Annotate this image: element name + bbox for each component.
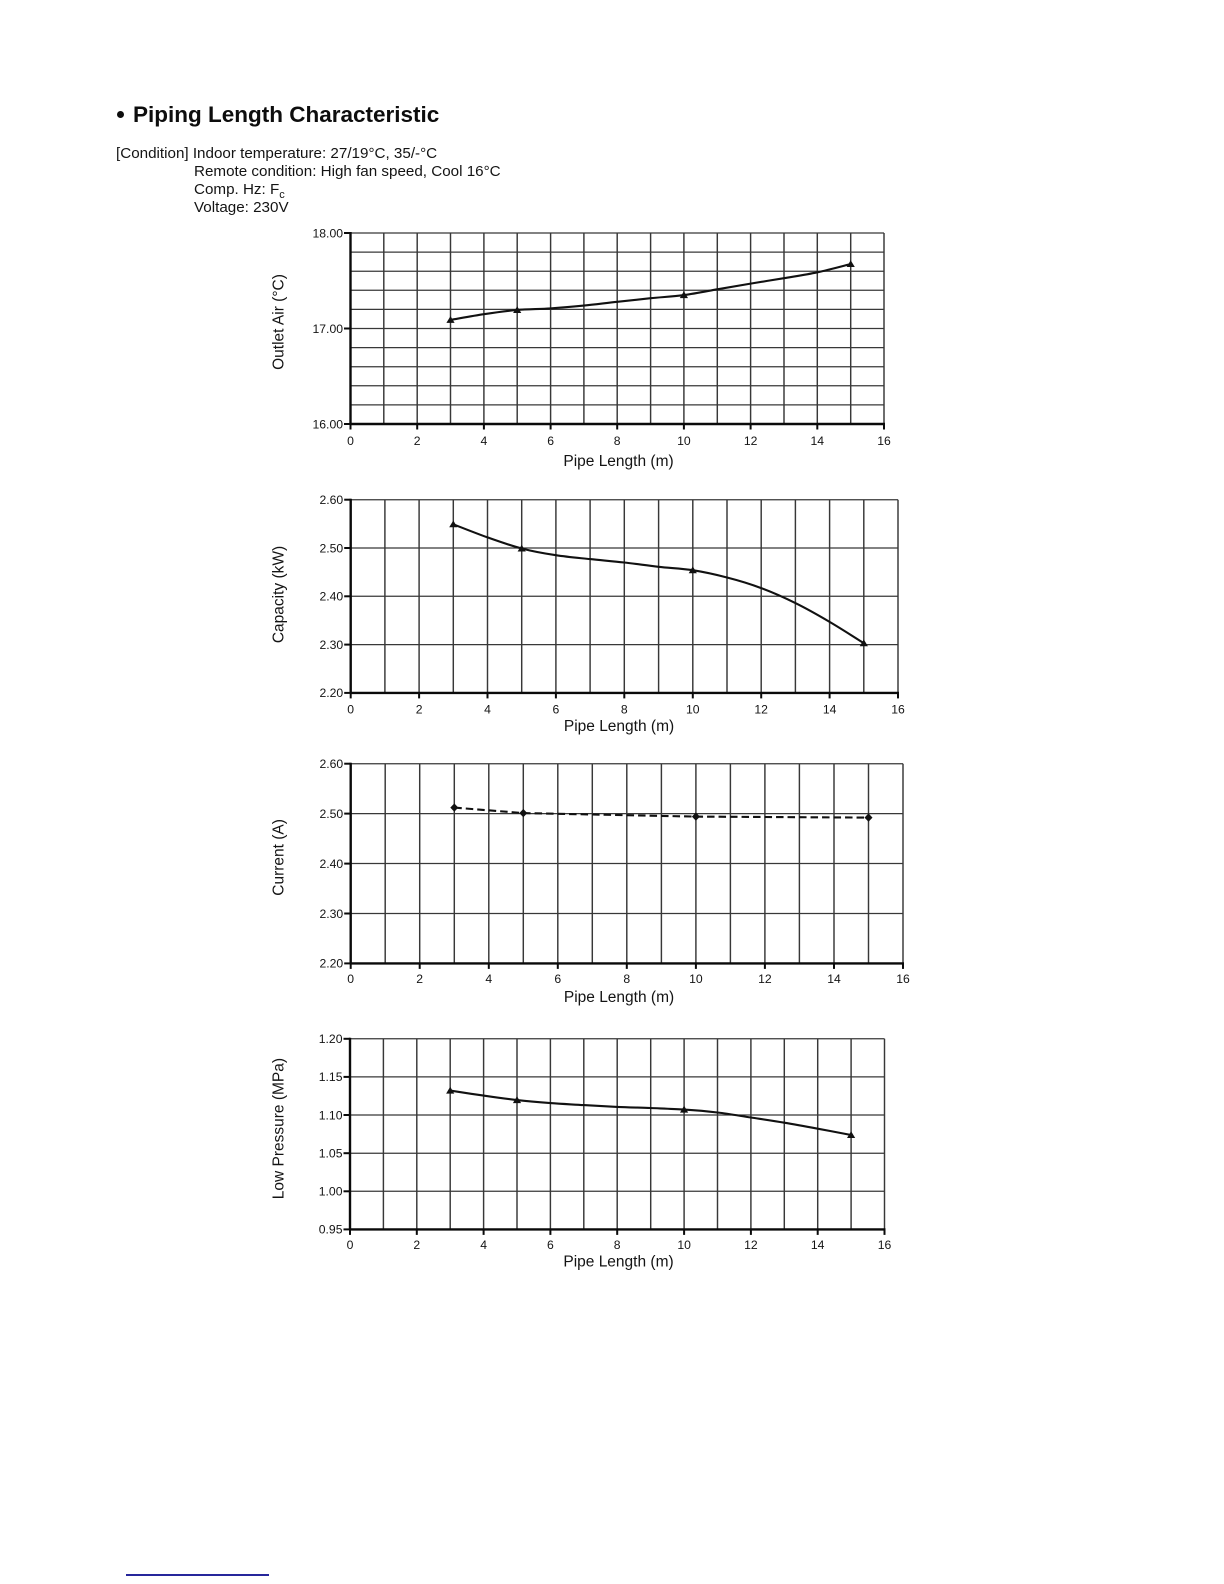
svg-text:17.00: 17.00 (313, 322, 344, 336)
svg-text:2.40: 2.40 (319, 857, 343, 871)
svg-text:Pipe Length (m): Pipe Length (m) (563, 453, 673, 470)
svg-text:Low Pressure (MPa): Low Pressure (MPa) (271, 1058, 288, 1199)
svg-text:14: 14 (827, 972, 841, 986)
svg-text:16: 16 (896, 972, 910, 986)
svg-text:2.30: 2.30 (319, 638, 343, 652)
svg-text:12: 12 (758, 972, 772, 986)
svg-text:2: 2 (416, 972, 423, 986)
svg-text:2: 2 (416, 702, 423, 716)
svg-text:0.95: 0.95 (319, 1223, 343, 1237)
svg-text:16: 16 (891, 702, 905, 716)
svg-text:14: 14 (823, 702, 837, 716)
svg-text:1.05: 1.05 (319, 1147, 343, 1161)
svg-text:16: 16 (877, 434, 891, 448)
svg-text:12: 12 (744, 1238, 758, 1252)
svg-text:Capacity (kW): Capacity (kW) (271, 546, 288, 643)
svg-text:2.60: 2.60 (319, 757, 343, 771)
svg-text:2.50: 2.50 (319, 807, 343, 821)
svg-text:0: 0 (347, 434, 354, 448)
svg-text:6: 6 (547, 1238, 554, 1252)
svg-text:4: 4 (480, 1238, 487, 1252)
svg-text:2: 2 (414, 434, 421, 448)
svg-text:0: 0 (347, 972, 354, 986)
svg-text:12: 12 (744, 434, 758, 448)
svg-text:2.60: 2.60 (319, 493, 343, 507)
svg-text:6: 6 (547, 434, 554, 448)
svg-text:1.20: 1.20 (319, 1032, 343, 1046)
svg-text:10: 10 (686, 702, 700, 716)
svg-text:8: 8 (621, 702, 628, 716)
svg-text:Pipe Length (m): Pipe Length (m) (564, 989, 674, 1006)
svg-text:2.30: 2.30 (319, 907, 343, 921)
svg-text:Outlet Air (°C): Outlet Air (°C) (271, 274, 288, 370)
svg-text:6: 6 (553, 702, 560, 716)
svg-text:0: 0 (347, 1238, 354, 1252)
svg-text:8: 8 (614, 434, 621, 448)
svg-text:10: 10 (677, 434, 691, 448)
svg-text:0: 0 (347, 702, 354, 716)
svg-text:4: 4 (484, 702, 491, 716)
svg-text:8: 8 (623, 972, 630, 986)
svg-text:2: 2 (413, 1238, 420, 1252)
svg-text:2.50: 2.50 (319, 541, 343, 555)
svg-text:16.00: 16.00 (313, 417, 344, 431)
svg-text:16: 16 (878, 1238, 892, 1252)
svg-text:18.00: 18.00 (313, 226, 344, 240)
svg-text:1.10: 1.10 (319, 1108, 343, 1122)
svg-text:2.40: 2.40 (319, 590, 343, 604)
svg-text:8: 8 (614, 1238, 621, 1252)
svg-text:2.20: 2.20 (319, 686, 343, 700)
svg-text:14: 14 (811, 1238, 825, 1252)
svg-text:12: 12 (754, 702, 768, 716)
svg-text:1.15: 1.15 (319, 1070, 343, 1084)
svg-text:Pipe Length (m): Pipe Length (m) (563, 1254, 673, 1271)
svg-text:10: 10 (689, 972, 703, 986)
svg-text:10: 10 (677, 1238, 691, 1252)
svg-text:4: 4 (485, 972, 492, 986)
svg-text:4: 4 (481, 434, 488, 448)
svg-text:1.00: 1.00 (319, 1185, 343, 1199)
svg-text:Pipe Length (m): Pipe Length (m) (564, 718, 674, 735)
svg-text:Current (A): Current (A) (271, 819, 288, 896)
svg-text:2.20: 2.20 (319, 957, 343, 971)
svg-text:14: 14 (811, 434, 825, 448)
svg-text:6: 6 (554, 972, 561, 986)
